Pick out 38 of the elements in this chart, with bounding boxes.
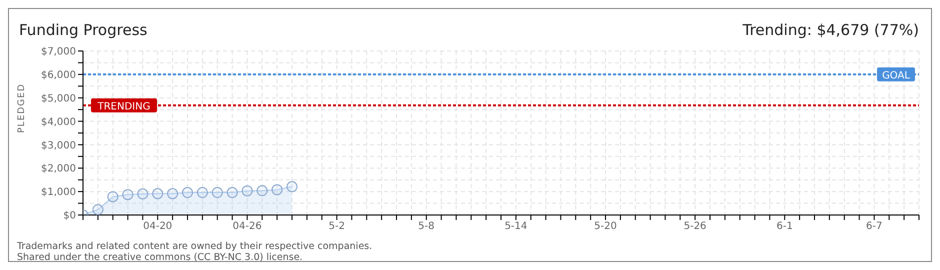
x-tick-label: 04-26 [232,221,262,232]
y-tick-label: $1,000 [41,187,76,198]
ref-line-label: GOAL [882,70,910,82]
ref-line-label: TRENDING [96,101,150,112]
y-tick-label: $7,000 [41,46,76,58]
y-tick-label: $5,000 [41,93,76,104]
x-tick-label: 5-2 [328,221,345,232]
x-tick-label: 6-7 [866,221,882,232]
chart-title: Funding Progress [19,21,148,39]
x-tick-label: 5-8 [418,221,435,232]
point [212,187,223,198]
y-tick-label: $6,000 [41,70,76,81]
point [137,188,148,200]
y-tick-label: $3,000 [41,140,76,152]
y-axis-title: PLEDGED [17,83,28,133]
point [167,188,178,200]
point [242,185,253,196]
point [92,204,104,215]
point [272,184,283,196]
text: Trademarks and related content are owned by their respective companies. [17,241,372,252]
point [256,185,268,196]
point [182,187,193,198]
point [286,181,298,192]
point [196,187,208,198]
point [226,187,238,198]
x-tick-label: 5-20 [594,221,617,232]
y-tick-label: $2,000 [41,164,76,175]
x-tick-label: 5-14 [504,221,528,232]
x-tick-label: 04-20 [143,221,172,232]
x-tick-label: 6-1 [776,221,793,232]
y-tick-label: $0 [63,210,76,222]
x-tick-label: 5-26 [684,221,706,232]
text: Shared under the creative commons (CC BY-NC 3.0) license. [17,252,304,263]
point [152,188,164,200]
point [107,191,118,202]
y-tick-label: $4,000 [41,116,76,128]
text: Trending: $4,679 (77%) [742,21,919,39]
point [122,189,134,200]
